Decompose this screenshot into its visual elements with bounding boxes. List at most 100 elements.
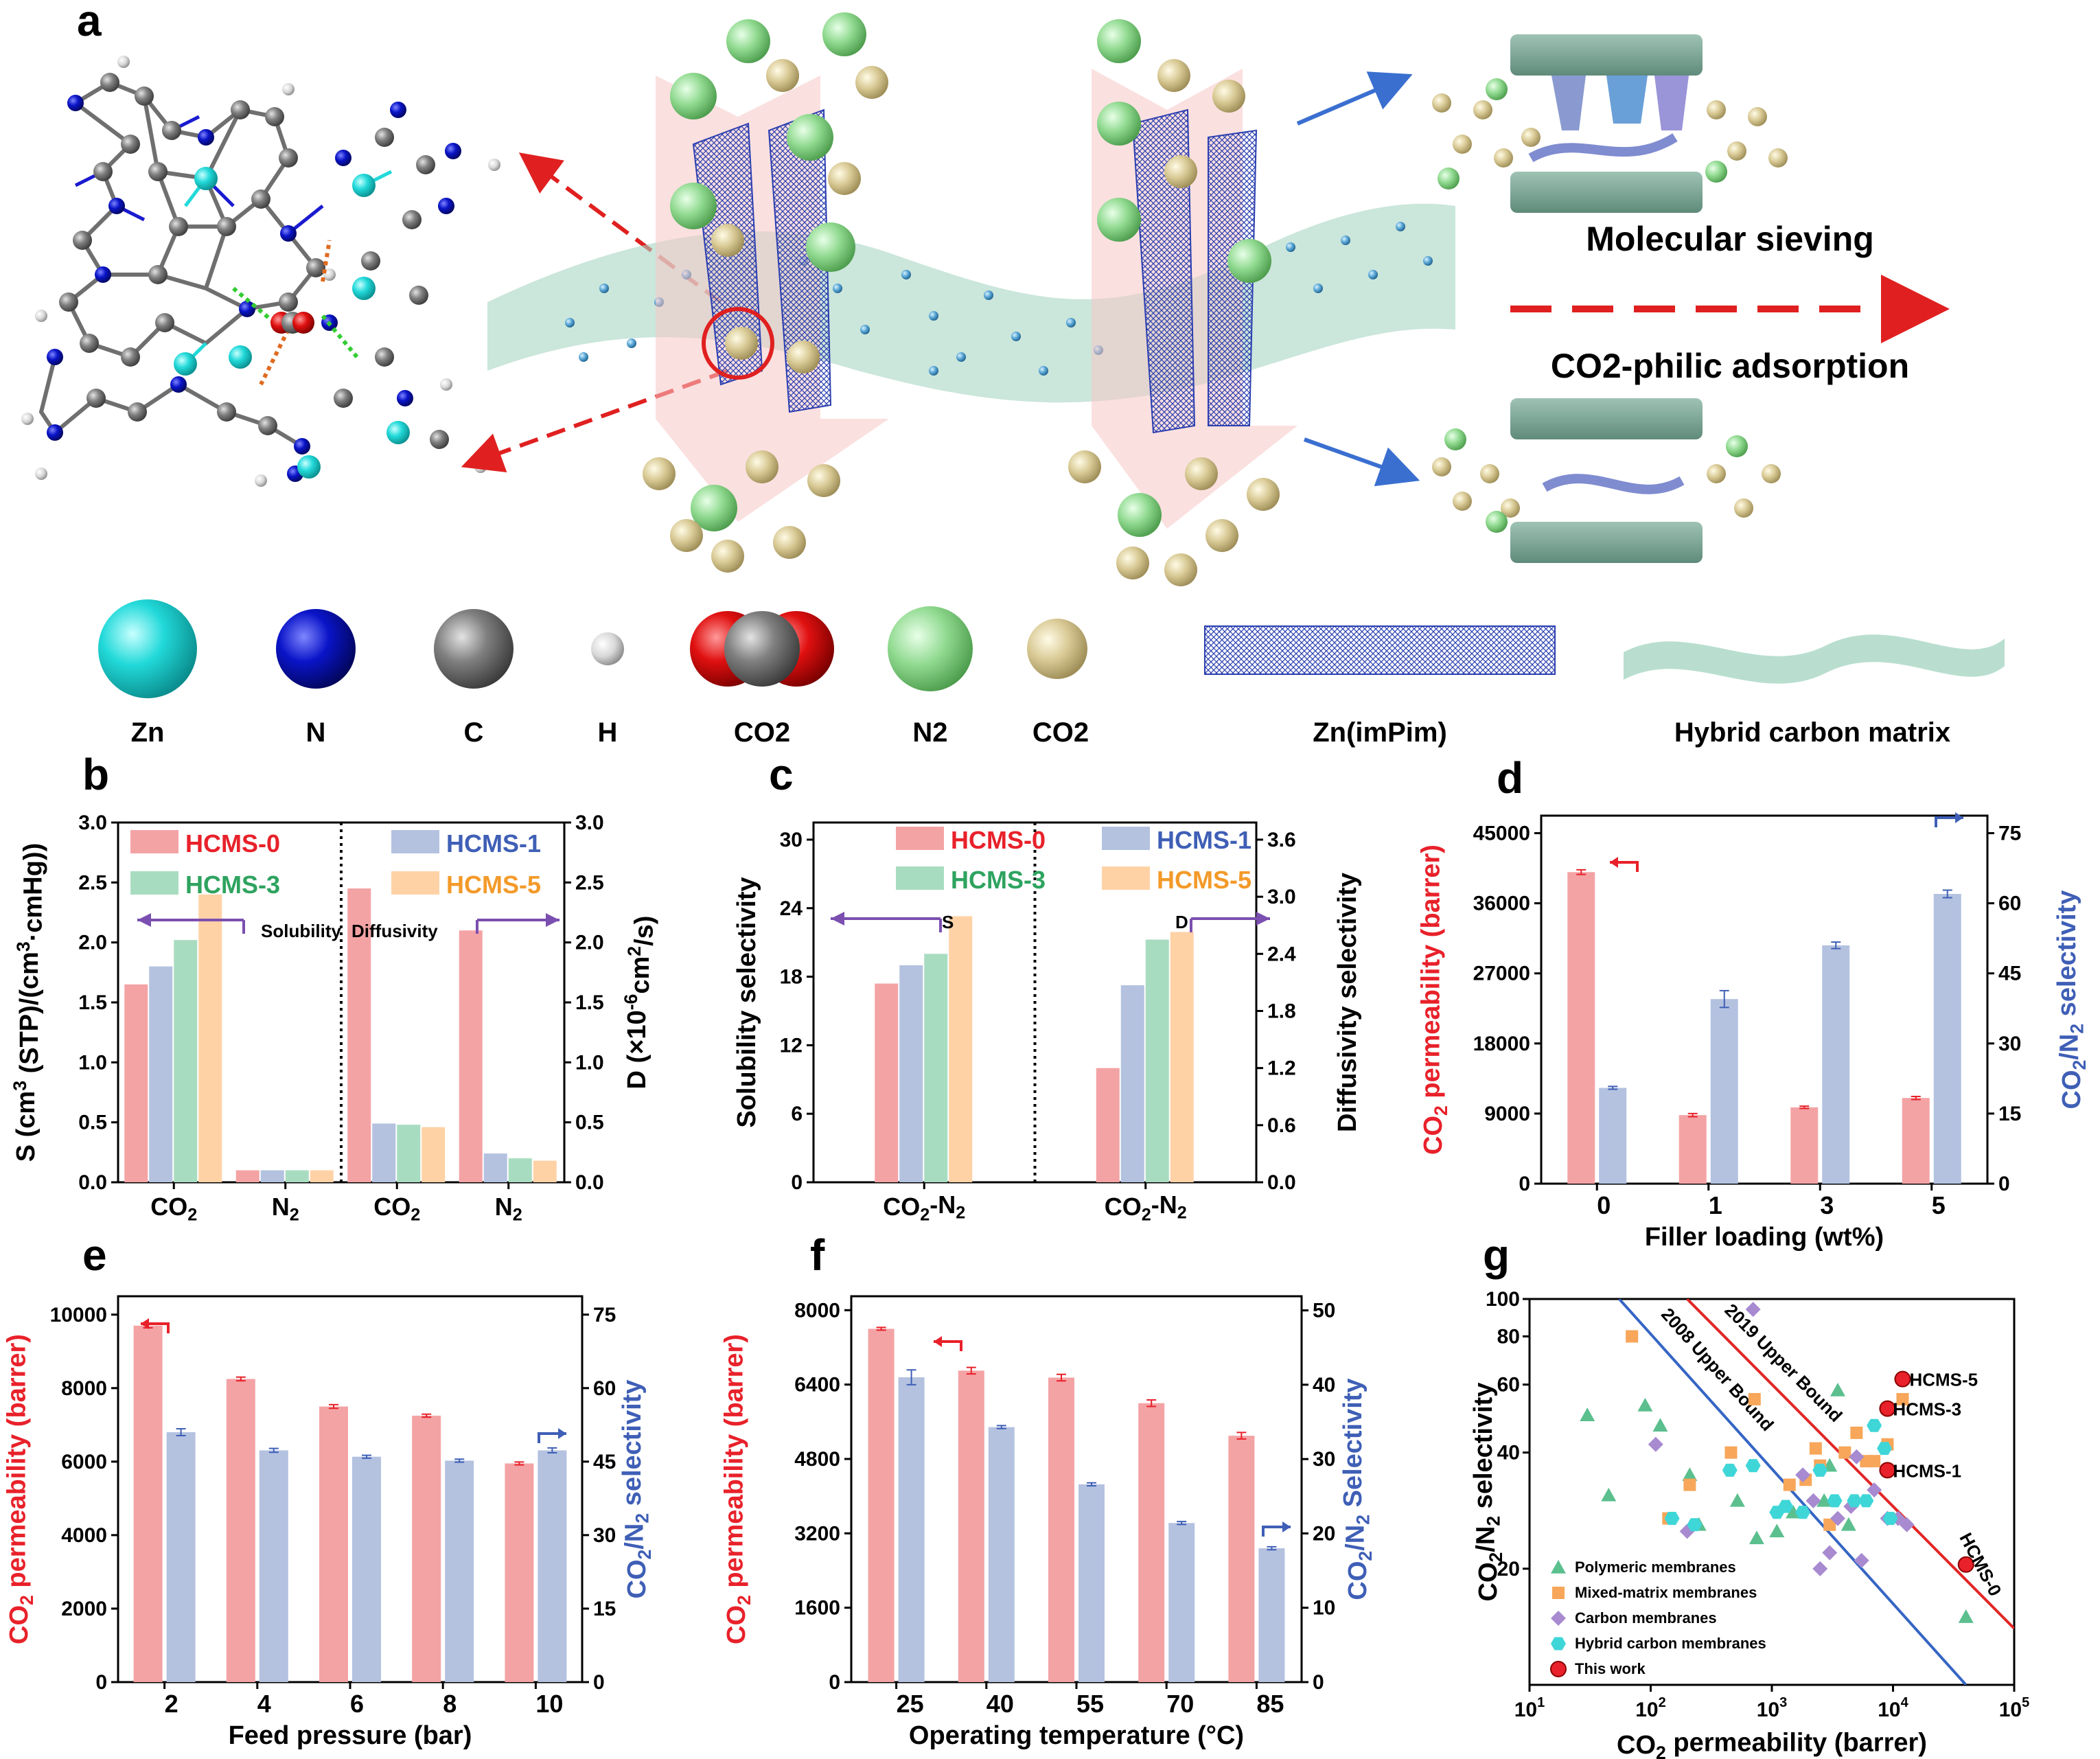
bar-hcms-1 xyxy=(372,1123,396,1182)
marker-mixed-matrix xyxy=(1783,1478,1796,1491)
x-category-label: 85 xyxy=(1256,1690,1284,1718)
marker-polymeric xyxy=(1601,1487,1617,1502)
x-axis-label: Feed pressure (bar) xyxy=(229,1721,472,1750)
marker-polymeric xyxy=(1958,1609,1974,1623)
y2-axis-label: CO2​/N2​ selectivity xyxy=(2053,890,2090,1110)
y2-tick-label: 30 xyxy=(1998,1033,2021,1055)
marker-polymeric xyxy=(1682,1467,1698,1482)
y2-tick-label: 0 xyxy=(1313,1671,1324,1694)
y-tick-label: 80 xyxy=(1497,1325,1520,1348)
y-tick-label: 10000 xyxy=(50,1304,107,1326)
co2-molecule-in-structure xyxy=(270,312,314,334)
marker-mixed-matrix xyxy=(1850,1426,1863,1439)
bar-hcms-3 xyxy=(285,1170,309,1182)
x-category-label: 1 xyxy=(1709,1191,1722,1219)
x-category-label: N2​ xyxy=(272,1193,299,1225)
y-tick-label: 8000 xyxy=(794,1299,840,1322)
point-label-hcms-3: HCMS-3 xyxy=(1893,1399,1961,1420)
error-bar-permeability xyxy=(1236,1432,1247,1440)
error-bar-permeability xyxy=(235,1376,246,1382)
panel-a-schematic: a xyxy=(21,0,2005,748)
x-category-label: 4 xyxy=(257,1690,271,1718)
y2-tick-label: 3.6 xyxy=(1267,829,1296,851)
bar-hcms-1 xyxy=(1120,985,1144,1182)
legend-label: Polymeric membranes xyxy=(1575,1559,1736,1576)
right-axis-indicator-head xyxy=(558,1428,566,1439)
error-bar-permeability xyxy=(1057,1373,1066,1382)
marker-polymeric xyxy=(1729,1493,1745,1507)
y2-tick-label: 0.5 xyxy=(575,1112,604,1134)
marker-polymeric xyxy=(1816,1493,1832,1507)
x-tick-label: 102 xyxy=(1635,1695,1666,1721)
x-category-label: 0 xyxy=(1597,1191,1611,1219)
y-tick-label: 12 xyxy=(780,1034,803,1057)
bar-hcms-5 xyxy=(310,1170,334,1182)
bar-hcms-3 xyxy=(508,1158,532,1182)
left-axis-indicator xyxy=(141,1322,170,1333)
panel-e-chart: e 0 2000 4000 6000 8000 10000 0 15 30 45 60 75 CO2​ p… xyxy=(3,1230,655,1750)
panel-c-chart: c 0 6 12 18 24 30 0.0 0.6 1.2 1.8 2.4 3.0 3.6 Solubili… xyxy=(732,750,1362,1225)
legend-label-hcms-3: HCMS-3 xyxy=(185,871,280,899)
y2-tick-label: 1.5 xyxy=(575,991,604,1014)
bar-selectivity xyxy=(166,1432,196,1682)
y-tick-label: 45000 xyxy=(1473,823,1530,845)
section-note-right: D xyxy=(1175,912,1188,932)
y2-tick-label: 45 xyxy=(593,1451,616,1473)
error-bar-permeability xyxy=(1799,1105,1810,1110)
sieving-diagram: Molecular sieving xyxy=(1432,34,1874,258)
y-tick-label: 0 xyxy=(829,1671,840,1694)
bar-permeability xyxy=(505,1463,534,1682)
co2-molecules xyxy=(643,59,1280,586)
y-tick-label: 100 xyxy=(1486,1288,1520,1311)
panel-d-chart: d090001800027000360004500001530456075CO2… xyxy=(1417,753,2090,1252)
y2-axis-label: Diffusivity selectivity xyxy=(1333,873,1362,1132)
y-tick-label: 2.0 xyxy=(78,932,107,954)
marker-this-work xyxy=(1879,1462,1896,1479)
bar-selectivity xyxy=(1258,1548,1285,1682)
right-axis-indicator-head xyxy=(1955,812,1963,823)
y-axis-label: CO2​ permeability (barrer) xyxy=(720,1334,754,1644)
y2-tick-label: 15 xyxy=(593,1598,616,1620)
marker-carbon xyxy=(1830,1510,1846,1526)
bar-hcms-1 xyxy=(483,1153,507,1182)
x-category-label: N2​ xyxy=(495,1193,522,1225)
error-bar-selectivity xyxy=(1719,989,1729,1009)
bar-permeability xyxy=(1567,872,1595,1184)
x-category-label: CO2​ xyxy=(373,1193,420,1225)
n2-molecules xyxy=(670,12,1271,537)
legend-label: Mixed-matrix membranes xyxy=(1575,1584,1757,1601)
bar-permeability xyxy=(319,1406,348,1682)
marker-hybrid-carbon xyxy=(1551,1637,1566,1651)
x-category-label: CO2​ xyxy=(150,1193,197,1225)
bar-permeability xyxy=(412,1415,441,1682)
bar-selectivity xyxy=(898,1377,925,1682)
panel-label-g: g xyxy=(1483,1230,1510,1280)
marker-mixed-matrix xyxy=(1626,1330,1639,1343)
y2-tick-label: 1.2 xyxy=(1267,1057,1296,1080)
bar-selectivity xyxy=(1822,945,1850,1184)
marker-hybrid-carbon xyxy=(1795,1506,1811,1519)
x-category-label: 10 xyxy=(535,1690,563,1718)
bar-permeability xyxy=(1678,1115,1707,1184)
marker-hybrid-carbon xyxy=(1867,1418,1882,1432)
point-label-hcms-5: HCMS-5 xyxy=(1909,1370,1978,1390)
bar-hcms-3 xyxy=(1145,939,1169,1182)
y-axis-label: CO2​ permeability (barrer) xyxy=(1417,844,1451,1155)
marker-polymeric xyxy=(1652,1418,1668,1432)
legend-label-co2-model: CO2 xyxy=(734,717,790,748)
error-bar-selectivity xyxy=(1087,1482,1096,1487)
x-axis-label: Operating temperature (°C) xyxy=(909,1721,1244,1750)
error-bar-selectivity xyxy=(1608,1085,1618,1090)
species-legend: Zn N C H CO2 N2 CO2 Zn(imPim) Hybrid car… xyxy=(98,599,2005,748)
x-category-label: CO2​-N2​ xyxy=(1105,1191,1187,1225)
error-bar-permeability xyxy=(1576,869,1586,875)
x-category-label: 70 xyxy=(1166,1690,1194,1718)
marker-hybrid-carbon xyxy=(1664,1512,1680,1526)
bar-permeability xyxy=(868,1329,895,1682)
y-tick-label: 4000 xyxy=(61,1524,107,1547)
error-bar-permeability xyxy=(966,1366,976,1375)
bar-hcms-3 xyxy=(397,1125,421,1182)
legend-label-hcms-1: HCMS-1 xyxy=(1157,826,1251,854)
marker-polymeric xyxy=(1841,1517,1856,1531)
